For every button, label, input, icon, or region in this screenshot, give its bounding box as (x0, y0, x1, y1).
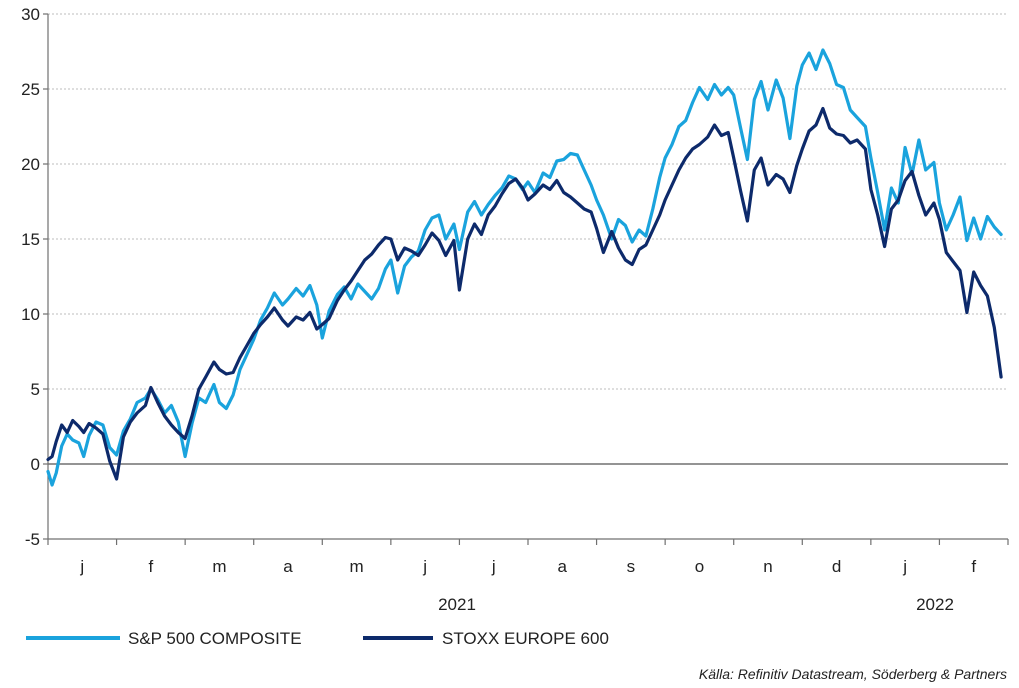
y-tick-labels: 30 25 20 15 10 5 0 -5 (21, 5, 40, 549)
x-tick-labels: j f m a m j j a s o n d j f 2021 2022 (79, 557, 976, 614)
month-label: m (212, 557, 226, 576)
month-label: j (902, 557, 907, 576)
y-tick-label: -5 (25, 530, 40, 549)
month-label: j (491, 557, 496, 576)
y-tick-label: 25 (21, 80, 40, 99)
month-label: o (695, 557, 704, 576)
month-label: j (79, 557, 84, 576)
series-line-stoxx (46, 106, 1003, 481)
month-label: s (627, 557, 636, 576)
y-tick-label: 5 (31, 380, 40, 399)
y-tick-label: 0 (31, 455, 40, 474)
year-label-2021: 2021 (438, 595, 476, 614)
grid-lines (48, 13, 1008, 540)
month-label: f (148, 557, 153, 576)
month-label: d (832, 557, 841, 576)
y-tick-label: 30 (21, 5, 40, 24)
y-tick-label: 10 (21, 305, 40, 324)
legend-label-stoxx: STOXX EUROPE 600 (442, 629, 609, 648)
axes (43, 13, 1009, 545)
source-note: Källa: Refinitiv Datastream, Söderberg &… (699, 666, 1007, 682)
year-label-2022: 2022 (916, 595, 954, 614)
month-label: m (349, 557, 363, 576)
month-label: f (971, 557, 976, 576)
legend: S&P 500 COMPOSITE STOXX EUROPE 600 (26, 629, 609, 648)
month-label: n (763, 557, 772, 576)
month-label: a (283, 557, 293, 576)
y-tick-label: 15 (21, 230, 40, 249)
legend-label-sp500: S&P 500 COMPOSITE (128, 629, 302, 648)
month-label: j (422, 557, 427, 576)
series-lines (46, 48, 1003, 487)
month-label: a (558, 557, 568, 576)
y-tick-label: 20 (21, 155, 40, 174)
